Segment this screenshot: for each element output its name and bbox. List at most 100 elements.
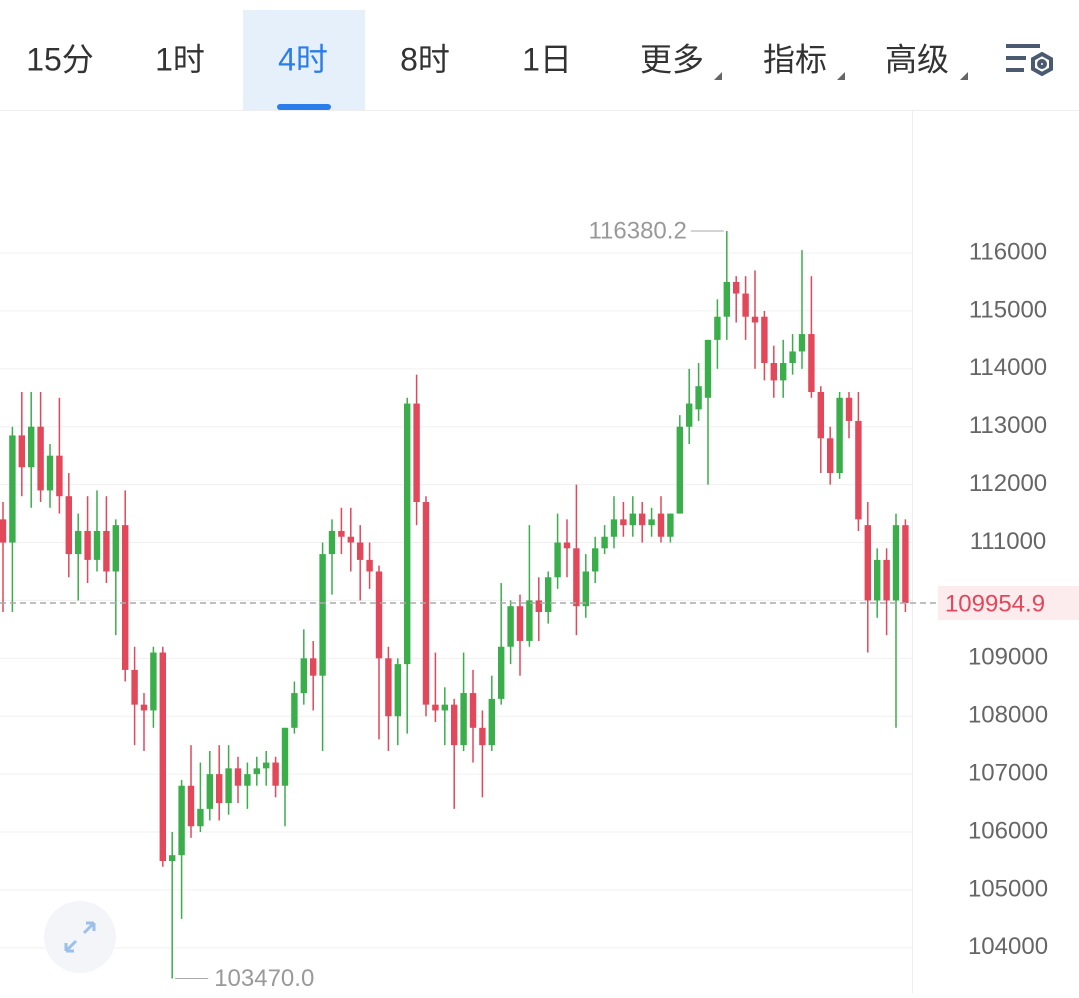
candle-body: [432, 704, 439, 711]
candle-body: [375, 571, 383, 659]
candle-body: [639, 513, 646, 526]
candle-body: [328, 530, 336, 555]
y-tick-label: 112000: [969, 470, 1047, 497]
candle-body: [272, 762, 279, 786]
candle-body: [601, 536, 608, 549]
candle-body: [836, 397, 843, 474]
candle-body: [516, 606, 524, 641]
tab[interactable]: 更多: [640, 41, 704, 77]
candle-body: [798, 334, 806, 352]
candle-body: [460, 693, 467, 746]
candle-body: [451, 704, 458, 746]
selected-tab-bg: [243, 10, 365, 110]
candle-body: [686, 403, 693, 427]
candle-body: [498, 646, 505, 699]
y-tick-label: 114000: [969, 354, 1047, 381]
last-price-bg: [938, 586, 1079, 621]
candle-body: [535, 600, 542, 613]
settings-icon[interactable]: [1006, 44, 1053, 77]
candle-body: [864, 525, 871, 601]
candle-body: [281, 727, 289, 786]
candle-body: [103, 530, 110, 572]
candle-body: [291, 693, 298, 728]
tab[interactable]: 指标: [763, 41, 827, 77]
candle-body: [357, 542, 364, 560]
tab[interactable]: 4时: [278, 41, 328, 77]
candle-body: [657, 513, 665, 537]
candle-body: [610, 519, 618, 537]
candle-body: [667, 513, 674, 537]
candle-body: [761, 316, 768, 364]
candle-body: [817, 391, 824, 439]
candle-body: [206, 774, 213, 809]
candle-body: [253, 768, 260, 775]
candle-body: [733, 281, 740, 294]
candle-body: [300, 658, 307, 694]
candle-body: [695, 386, 702, 410]
tab[interactable]: 1日: [522, 41, 572, 77]
candle-body: [648, 519, 655, 526]
candle-body: [56, 455, 63, 497]
candle-body: [140, 704, 148, 711]
candle-body: [554, 542, 561, 578]
candle-body: [75, 530, 82, 555]
candle-body: [225, 768, 232, 804]
candle-body: [310, 658, 317, 676]
candle-body: [808, 334, 815, 392]
y-tick-label: 108000: [968, 702, 1048, 729]
y-tick-label: 104000: [968, 933, 1048, 960]
candle-body: [883, 559, 890, 601]
candle-body: [197, 808, 204, 827]
candle-body: [874, 559, 881, 601]
candle-body: [507, 606, 514, 647]
y-tick-label: 111000: [970, 528, 1047, 555]
tab[interactable]: 1时: [155, 41, 205, 77]
candle-body: [413, 403, 420, 502]
y-tick-label: 109000: [968, 644, 1048, 671]
candle-body: [404, 403, 411, 665]
candle-body: [93, 530, 101, 560]
candle-body: [46, 455, 54, 491]
candle-body: [347, 536, 354, 543]
candle-body: [0, 519, 7, 543]
candle-body: [9, 435, 16, 543]
candle-body: [366, 559, 373, 572]
candle-body: [319, 554, 326, 676]
candle-body: [488, 698, 495, 746]
candle-body: [592, 548, 599, 572]
candle-body: [892, 525, 900, 601]
candle-body: [441, 704, 448, 711]
y-tick-label: 105000: [968, 875, 1048, 902]
candle-body: [122, 525, 129, 670]
min-annotation: 103470.0: [214, 965, 314, 992]
candle-body: [112, 525, 119, 572]
candle-body: [723, 281, 730, 317]
candle-body: [479, 727, 486, 746]
candle-body: [780, 363, 787, 381]
candle-body: [563, 542, 571, 549]
tab[interactable]: 8时: [400, 41, 450, 77]
selected-tab-indicator: [277, 104, 331, 110]
candle-body: [714, 316, 721, 340]
zoom-button[interactable]: [44, 901, 116, 973]
candle-body: [263, 762, 270, 769]
candle-body: [902, 525, 909, 604]
candle-body: [234, 768, 242, 786]
candle-body: [18, 435, 25, 468]
tab[interactable]: 高级: [885, 41, 949, 77]
candle-body: [216, 774, 223, 804]
tab[interactable]: 15分: [26, 41, 94, 77]
candle-body: [789, 351, 796, 364]
candle-body: [394, 664, 401, 717]
y-tick-label: 113000: [969, 412, 1047, 439]
candle-body: [131, 669, 138, 705]
zoom-icon: [64, 921, 96, 953]
candle-body: [526, 600, 533, 641]
candle-body: [629, 513, 636, 526]
y-tick-label: 115000: [969, 296, 1047, 323]
candle-body: [28, 426, 35, 468]
candle-body: [573, 548, 580, 607]
candle-body: [620, 519, 627, 526]
